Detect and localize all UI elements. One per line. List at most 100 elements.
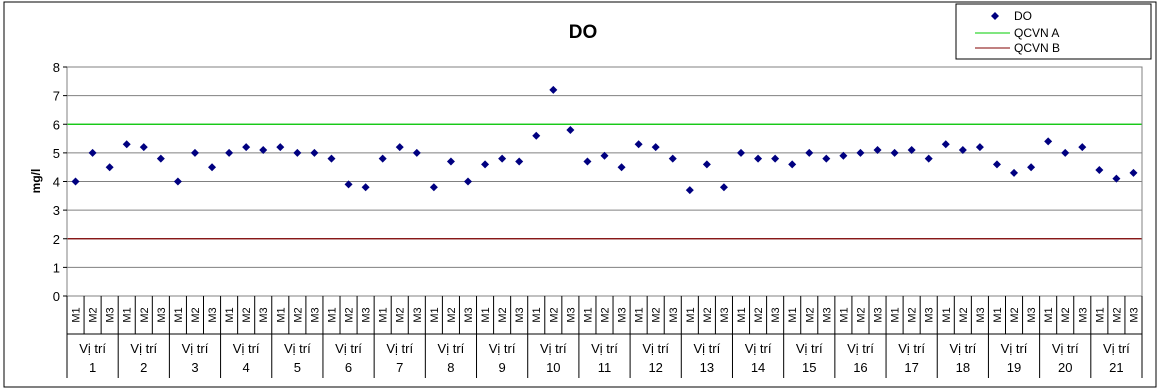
- x-group-number: 14: [751, 360, 765, 375]
- x-group-number: 17: [904, 360, 918, 375]
- legend-box: [955, 3, 1152, 60]
- x-tick-label: M3: [463, 307, 475, 322]
- x-tick-label: M3: [719, 307, 731, 322]
- chart-border: [3, 1, 1157, 388]
- data-point: [549, 85, 558, 94]
- x-group-number: 4: [243, 360, 250, 375]
- x-tick-label: M1: [890, 307, 902, 322]
- data-point: [1078, 143, 1087, 152]
- x-tick-label: M2: [190, 307, 202, 322]
- x-tick-label: M1: [122, 307, 134, 322]
- data-point: [361, 183, 370, 192]
- x-tick-label: M1: [787, 307, 799, 322]
- y-tick-label-4: 4: [53, 175, 60, 190]
- x-tick-label: M3: [1026, 307, 1038, 322]
- x-group-label: Vị trí: [1052, 341, 1079, 356]
- data-point: [583, 157, 592, 166]
- x-group-label: Vị trí: [438, 341, 465, 356]
- x-group-label: Vị trí: [642, 341, 669, 356]
- x-tick-label: M1: [1094, 307, 1106, 322]
- x-tick-label: M3: [207, 307, 219, 322]
- x-group-number: 19: [1007, 360, 1021, 375]
- x-tick-label: M2: [907, 307, 919, 322]
- data-point: [992, 160, 1001, 169]
- x-tick-label: M3: [105, 307, 117, 322]
- x-tick-label: M3: [873, 307, 885, 322]
- x-tick-label: M3: [975, 307, 987, 322]
- data-point: [327, 154, 336, 163]
- x-group-number: 10: [546, 360, 560, 375]
- data-point: [310, 148, 319, 157]
- data-point: [719, 183, 728, 192]
- x-group-label: Vị trí: [949, 341, 976, 356]
- data-point: [122, 140, 131, 149]
- x-group-number: 15: [802, 360, 816, 375]
- y-tick-label-2: 2: [53, 232, 60, 247]
- reference-lines: [67, 123, 1142, 240]
- x-tick-label: M2: [344, 307, 356, 322]
- legend-marker-do: [991, 12, 999, 20]
- x-tick-label: M2: [395, 307, 407, 322]
- data-point: [498, 154, 507, 163]
- data-point: [190, 148, 199, 157]
- data-point: [822, 154, 831, 163]
- data-point: [208, 163, 217, 172]
- x-tick-label: M1: [224, 307, 236, 322]
- x-tick-label: M2: [958, 307, 970, 322]
- x-group-number: 3: [191, 360, 198, 375]
- data-point: [1129, 168, 1138, 177]
- x-tick-label: M1: [275, 307, 287, 322]
- x-tick-label: M3: [668, 307, 680, 322]
- legend-label-do: DO: [1014, 9, 1032, 23]
- x-tick-label: M2: [1060, 307, 1072, 322]
- x-group-label: Vị trí: [847, 341, 874, 356]
- data-point: [88, 148, 97, 157]
- x-tick-label: M1: [429, 307, 441, 322]
- x-group-number: 1: [89, 360, 96, 375]
- x-tick-label: M1: [634, 307, 646, 322]
- data-point: [566, 125, 575, 134]
- data-point: [1010, 168, 1019, 177]
- data-point: [856, 148, 865, 157]
- x-tick-label: M2: [804, 307, 816, 322]
- x-tick-label: M3: [821, 307, 833, 322]
- data-point: [225, 148, 234, 157]
- x-tick-label: M2: [88, 307, 100, 322]
- x-tick-label: M2: [600, 307, 612, 322]
- data-point: [805, 148, 814, 157]
- x-tick-label: M3: [412, 307, 424, 322]
- x-group-number: 12: [648, 360, 662, 375]
- data-point: [958, 146, 967, 155]
- x-group-number: 7: [396, 360, 403, 375]
- data-point: [685, 186, 694, 195]
- x-tick-label: M2: [753, 307, 765, 322]
- legend-label-qcvn-b: QCVN B: [1014, 41, 1060, 55]
- data-point: [1112, 174, 1121, 183]
- x-tick-label: M2: [446, 307, 458, 322]
- x-tick-label: M2: [1111, 307, 1123, 322]
- x-tick-label: M1: [1043, 307, 1055, 322]
- x-tick-label: M3: [770, 307, 782, 322]
- data-point: [771, 154, 780, 163]
- x-tick-label: M1: [685, 307, 697, 322]
- x-tick-label: M2: [497, 307, 509, 322]
- data-point: [173, 177, 182, 186]
- x-tick-label: M1: [326, 307, 338, 322]
- x-group-label: Vị trí: [898, 341, 925, 356]
- x-tick-label: M3: [309, 307, 321, 322]
- data-point: [515, 157, 524, 166]
- data-point: [634, 140, 643, 149]
- x-group-number: 16: [853, 360, 867, 375]
- y-tick-label-3: 3: [53, 203, 60, 218]
- x-tick-label: M3: [1128, 307, 1140, 322]
- x-tick-label: M3: [514, 307, 526, 322]
- y-tick-label-5: 5: [53, 146, 60, 161]
- data-point: [754, 154, 763, 163]
- x-tick-label: M1: [838, 307, 850, 322]
- y-tick-label-0: 0: [53, 289, 60, 304]
- x-group-number: 21: [1109, 360, 1123, 375]
- x-group-label: Vị trí: [233, 341, 260, 356]
- x-group-label: Vị trí: [335, 341, 362, 356]
